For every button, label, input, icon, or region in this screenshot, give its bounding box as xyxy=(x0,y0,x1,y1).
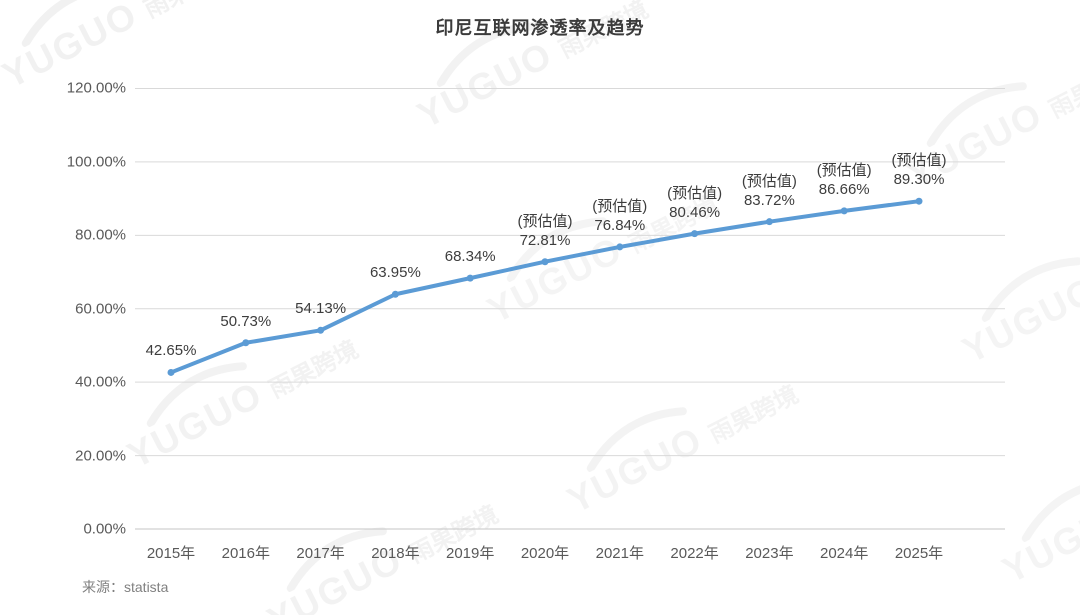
data-label: (预估值) 72.81% xyxy=(518,212,573,250)
data-label-value: 80.46% xyxy=(669,203,721,221)
y-axis-tick-label: 0.00% xyxy=(83,520,126,538)
data-label: 42.65% xyxy=(146,341,197,360)
data-point-marker xyxy=(242,339,250,347)
data-point-marker xyxy=(167,368,175,376)
data-point-marker xyxy=(691,230,699,238)
data-label-value: 83.72% xyxy=(743,191,795,209)
data-point-marker xyxy=(391,290,399,298)
y-axis-tick-label: 120.00% xyxy=(66,79,126,97)
x-axis-tick-label: 2018年 xyxy=(371,545,420,562)
data-point-marker xyxy=(541,258,549,266)
data-label: (预估值) 76.84% xyxy=(592,197,647,235)
estimate-tag: (预估值) xyxy=(517,212,573,230)
y-axis-tick-label: 80.00% xyxy=(75,226,126,244)
data-label: (预估值) 83.72% xyxy=(742,172,797,210)
data-point-marker xyxy=(317,326,325,334)
x-axis-tick-label: 2020年 xyxy=(520,545,570,562)
data-label-value: 72.81% xyxy=(519,231,571,249)
data-label-value: 42.65% xyxy=(145,342,197,360)
estimate-tag: (预估值) xyxy=(741,172,797,190)
x-axis-tick-label: 2024年 xyxy=(820,545,869,562)
chart-title: 印尼互联网渗透率及趋势 xyxy=(435,18,645,38)
data-label-value: 54.13% xyxy=(295,300,347,318)
x-axis-tick-label: 2022年 xyxy=(670,545,719,562)
y-axis-tick-label: 60.00% xyxy=(75,300,126,318)
data-label: 68.34% xyxy=(445,247,496,266)
data-label: 50.73% xyxy=(220,312,271,331)
estimate-tag: (预估值) xyxy=(891,152,947,170)
data-label: 54.13% xyxy=(295,299,346,318)
estimate-tag: (预估值) xyxy=(667,184,723,202)
data-label-value: 89.30% xyxy=(893,171,945,189)
source-note: 来源：statista xyxy=(82,579,169,595)
x-axis-tick-label: 2017年 xyxy=(296,545,345,562)
data-label: (预估值) 86.66% xyxy=(817,161,872,199)
data-point-marker xyxy=(840,207,848,215)
data-label-value: 76.84% xyxy=(594,216,646,234)
y-axis-tick-label: 40.00% xyxy=(75,373,126,391)
data-label: (预估值) 89.30% xyxy=(892,151,947,189)
x-axis-tick-label: 2019年 xyxy=(446,545,495,562)
data-label-value: 68.34% xyxy=(444,248,496,266)
x-axis-tick-label: 2025年 xyxy=(894,545,944,562)
x-axis-tick-label: 2023年 xyxy=(745,545,794,562)
estimate-tag: (预估值) xyxy=(592,197,648,215)
data-point-marker xyxy=(765,218,773,226)
data-label-value: 63.95% xyxy=(369,264,421,282)
data-point-marker xyxy=(466,274,474,282)
y-axis-tick-label: 100.00% xyxy=(66,153,126,171)
y-axis-tick-label: 20.00% xyxy=(75,447,126,465)
data-label-value: 86.66% xyxy=(818,180,870,198)
data-label-value: 50.73% xyxy=(220,312,272,330)
data-label: 63.95% xyxy=(370,263,421,282)
data-point-marker xyxy=(915,197,923,205)
data-label: (预估值) 80.46% xyxy=(667,184,722,222)
estimate-tag: (预估值) xyxy=(816,161,872,179)
data-point-marker xyxy=(616,243,624,251)
x-axis-tick-label: 2021年 xyxy=(595,545,644,562)
x-axis-tick-label: 2016年 xyxy=(221,545,270,562)
x-axis-tick-label: 2015年 xyxy=(146,545,196,562)
